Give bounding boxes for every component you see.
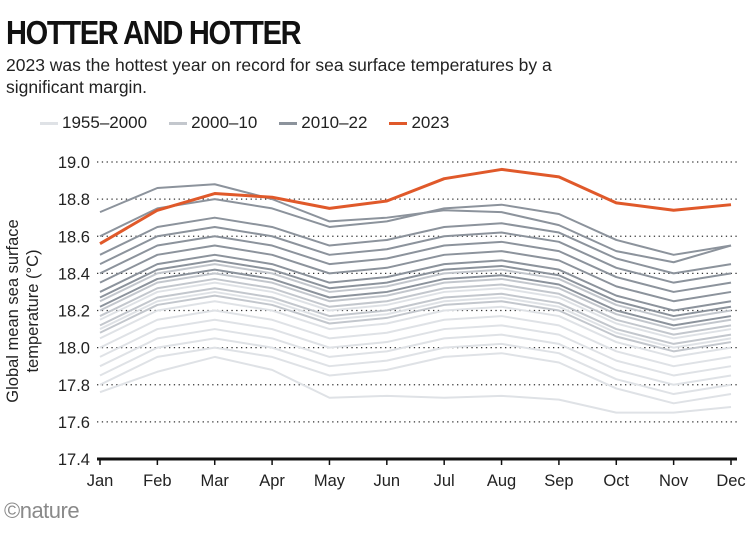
series-line-2010-22 — [99, 225, 732, 284]
series-line-2000-10 — [99, 272, 732, 331]
chart-title: HOTTER AND HOTTER — [6, 14, 302, 51]
legend-swatch — [279, 121, 298, 125]
x-tick-label: Jan — [87, 472, 114, 490]
series-line-1955-2000 — [99, 309, 732, 368]
x-tick-label: Oct — [603, 472, 629, 490]
legend-label: 2010–22 — [301, 113, 368, 132]
y-tick-label: 18.0 — [58, 340, 90, 358]
x-tick-label: May — [314, 472, 346, 490]
nature-logo: ©nature — [4, 498, 80, 523]
y-tick-label: 18.2 — [58, 303, 90, 321]
legend-item-1955-2000: 1955–2000 — [40, 113, 147, 133]
legend-item-2000-10: 2000–10 — [169, 113, 257, 133]
legend-item-2023: 2023 — [389, 113, 449, 133]
series-line-2010-22 — [99, 244, 732, 303]
chart-subtitle: 2023 was the hottest year on record for … — [6, 55, 552, 97]
y-tick-label: 17.4 — [58, 451, 90, 469]
legend-swatch — [40, 121, 58, 125]
x-tick-label: Feb — [143, 472, 171, 490]
series-line-2010-22 — [99, 183, 732, 264]
y-tick-label: 19.0 — [58, 154, 90, 172]
y-tick-label: 17.8 — [58, 377, 90, 395]
series-line-1955-2000 — [99, 328, 732, 386]
y-tick-label: 17.6 — [58, 414, 90, 432]
legend-swatch — [169, 121, 188, 125]
series-line-2000-10 — [99, 263, 732, 321]
series-line-2010-22 — [99, 198, 732, 256]
legend-label: 2023 — [411, 113, 450, 132]
series-line-1955-2000 — [99, 290, 732, 349]
x-tick-label: Jul — [434, 472, 455, 490]
series-line-2010-22 — [99, 216, 732, 275]
series-line-1955-2000 — [99, 355, 732, 414]
legend-label: 1955–2000 — [62, 113, 148, 132]
series-line-1955-2000 — [99, 300, 732, 358]
series-line-1955-2000 — [99, 337, 732, 396]
x-tick-label: Mar — [201, 472, 230, 490]
y-tick-label: 18.8 — [58, 191, 90, 209]
x-tick-label: Jun — [374, 472, 401, 490]
y-tick-label: 18.4 — [58, 265, 90, 283]
x-tick-label: Nov — [659, 472, 689, 490]
x-tick-label: Sep — [544, 472, 573, 490]
series-line-2000-10 — [99, 294, 732, 353]
x-tick-label: Dec — [716, 472, 745, 490]
series-line-1955-2000 — [99, 281, 732, 340]
legend-item-2010-22: 2010–22 — [279, 113, 367, 133]
series-line-1955-2000 — [99, 346, 732, 405]
series-line-2010-22 — [99, 268, 732, 327]
legend-label: 2000–10 — [191, 113, 258, 132]
series-line-2000-10 — [99, 277, 732, 336]
y-tick-label: 18.6 — [58, 228, 90, 246]
legend-swatch — [389, 121, 408, 125]
series-line-2000-10 — [99, 287, 732, 345]
x-tick-label: Apr — [259, 472, 285, 490]
series-line-1955-2000 — [99, 318, 732, 377]
legend: 1955–2000 2000–10 2010–22 2023 — [40, 113, 449, 133]
series-line-2010-22 — [99, 259, 732, 318]
series-line-2023 — [99, 167, 732, 245]
x-tick-label: Aug — [487, 472, 516, 490]
series-line-2010-22 — [99, 253, 732, 312]
series-line-2010-22 — [99, 235, 732, 293]
